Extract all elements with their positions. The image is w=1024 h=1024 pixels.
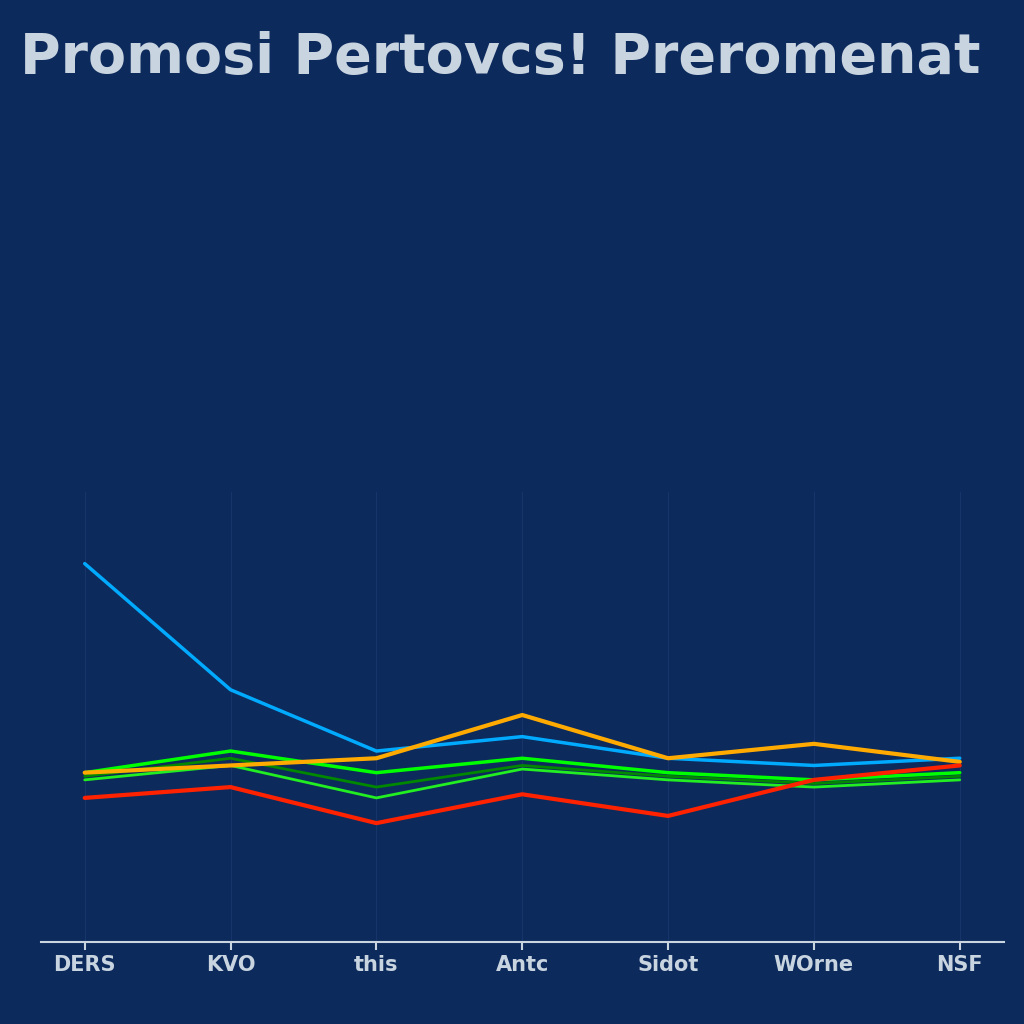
Text: Promosi Pertovcs! Preromenat: Promosi Pertovcs! Preromenat xyxy=(20,31,981,85)
